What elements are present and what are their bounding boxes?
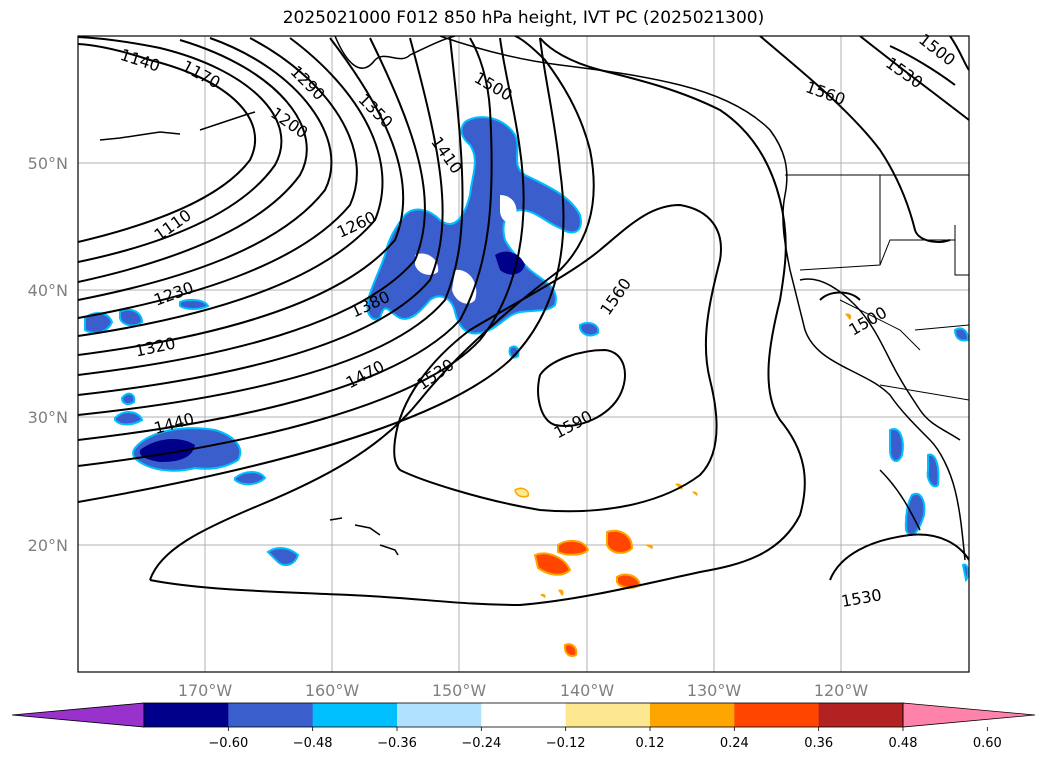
colorbar-tick-label: 0.36	[804, 736, 833, 751]
colorbar-tick-label: 0.12	[636, 736, 665, 751]
colorbar-ticks: −0.60 −0.48 −0.36 −0.24 −0.12 0.12 0.24 0.36 0.4…	[208, 727, 1002, 751]
lat-label: 20°N	[28, 536, 68, 555]
colorbar-segment	[312, 703, 398, 727]
map-background	[78, 36, 969, 672]
longitude-labels: 170°W 160°W 150°W 140°W 130°W 120°W	[178, 681, 869, 700]
lon-label: 140°W	[560, 681, 615, 700]
colorbar-tick-label: 0.48	[889, 736, 918, 751]
colorbar-segment	[397, 703, 482, 727]
colorbar-tick-label: 0.24	[720, 736, 749, 751]
colorbar-tick-label: −0.24	[461, 736, 501, 751]
coastlines	[99, 36, 966, 561]
colorbar-tick-label: −0.12	[546, 736, 586, 751]
latitude-labels: 50°N 40°N 30°N 20°N	[28, 154, 68, 555]
lon-label: 170°W	[178, 681, 233, 700]
colorbar-segment	[650, 703, 735, 727]
colorbar-tick-label: −0.36	[377, 736, 417, 751]
ivt-negative-shading	[84, 116, 969, 583]
borders	[785, 174, 969, 401]
colorbar-frame	[143, 702, 904, 728]
lon-label: 150°W	[432, 681, 487, 700]
lat-label: 40°N	[28, 281, 68, 300]
lat-label: 30°N	[28, 408, 68, 427]
lon-label: 160°W	[305, 681, 360, 700]
lat-label: 50°N	[28, 154, 68, 173]
colorbar-tick-label: −0.48	[293, 736, 333, 751]
ivt-positive-shading	[514, 313, 852, 657]
map-frame	[77, 35, 970, 673]
colorbar-segment	[481, 703, 567, 727]
lon-label: 120°W	[814, 681, 869, 700]
colorbar-segment	[228, 703, 314, 727]
colorbar-tick-label: −0.60	[208, 736, 248, 751]
map-title: 2025021000 F012 850 hPa height, IVT PC (…	[282, 8, 765, 28]
colorbar	[11, 702, 1036, 728]
colorbar-tick-label: 0.60	[973, 736, 1002, 751]
colorbar-segment	[734, 703, 820, 727]
colorbar-segment	[818, 703, 904, 727]
height-contours	[78, 36, 969, 607]
colorbar-extend-low	[11, 702, 145, 728]
colorbar-segment	[565, 703, 651, 727]
colorbar-segment	[144, 703, 229, 727]
lon-label: 130°W	[687, 681, 742, 700]
gridlines	[78, 36, 969, 672]
colorbar-extend-high	[902, 702, 1036, 728]
